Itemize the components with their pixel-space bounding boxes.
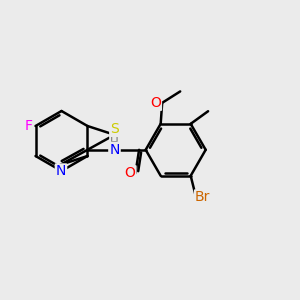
Text: O: O — [124, 166, 136, 180]
Text: N: N — [56, 164, 66, 178]
Text: O: O — [150, 96, 161, 110]
Text: H: H — [110, 136, 119, 149]
Text: Br: Br — [195, 190, 210, 204]
Text: F: F — [25, 119, 33, 133]
Text: S: S — [110, 122, 119, 136]
Text: N: N — [109, 143, 120, 157]
